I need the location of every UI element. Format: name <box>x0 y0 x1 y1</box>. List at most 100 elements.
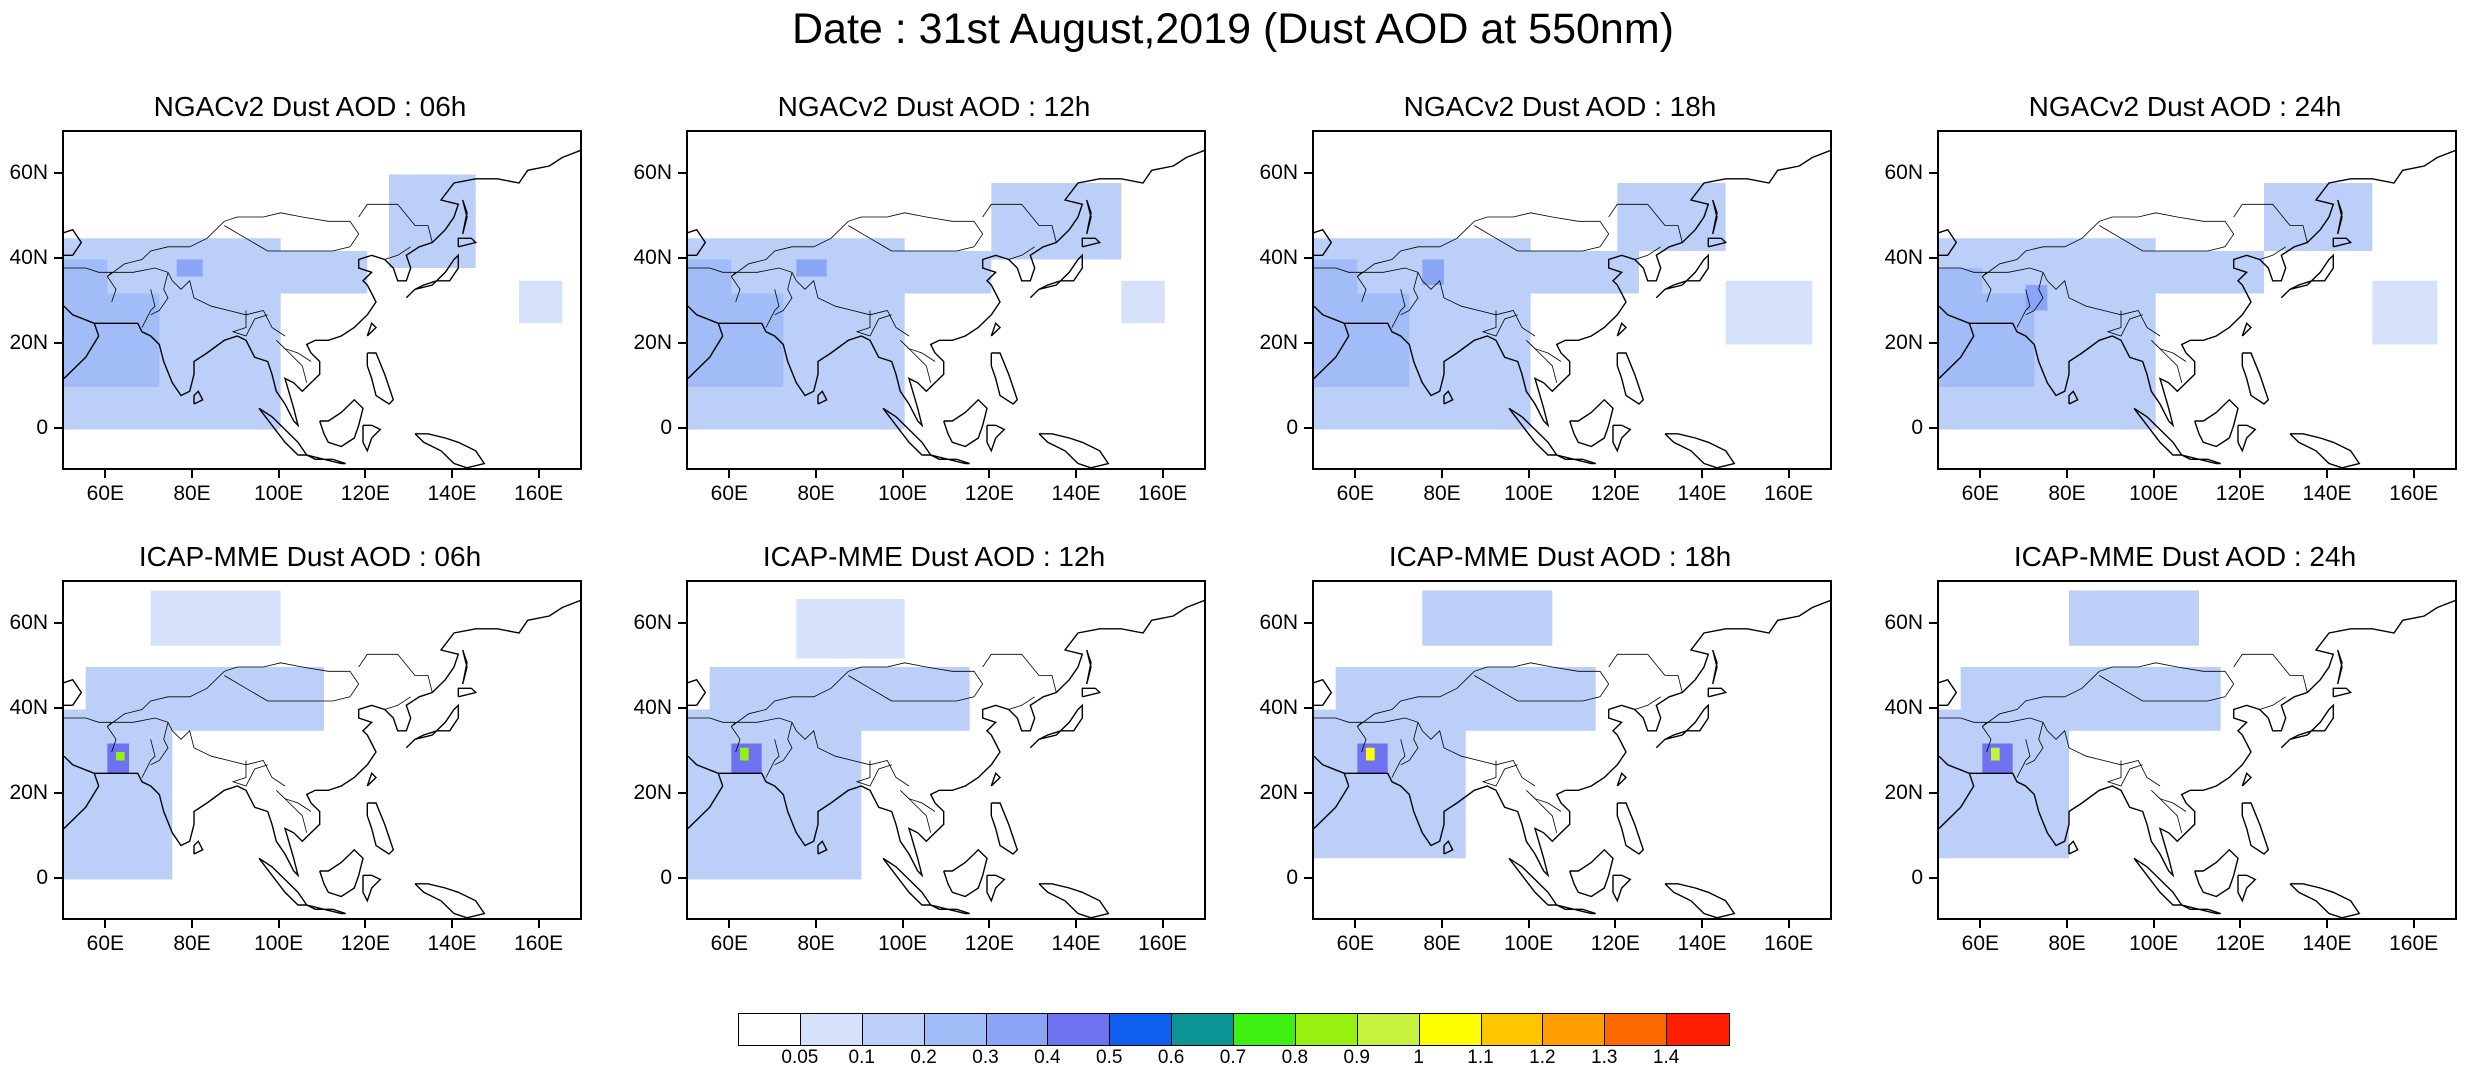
y-tick <box>1304 876 1312 879</box>
country-border <box>107 662 360 727</box>
country-border <box>1939 717 1987 723</box>
map-panel: NGACv2 Dust AOD : 12h 60N 40N 20N 0 60E 80E 100… <box>624 90 1244 530</box>
x-tick <box>451 920 453 928</box>
x-tick <box>1527 470 1530 478</box>
coastline <box>1081 687 1102 698</box>
y-tick <box>1304 791 1312 794</box>
y-tick <box>678 791 686 794</box>
country-border <box>1986 267 2161 337</box>
x-tick-label: 140E <box>1677 482 1727 505</box>
coastline <box>1939 305 1975 380</box>
coastline <box>2337 199 2343 235</box>
dust-aod-cell <box>1121 280 1165 324</box>
x-tick-label: 60E <box>86 482 125 505</box>
x-tick <box>2066 470 2068 478</box>
y-tick-label: 40N <box>1884 695 1923 719</box>
map-frame <box>1937 580 2457 920</box>
panel-title: ICAP-MME Dust AOD : 24h <box>2013 541 2357 572</box>
x-tick <box>1701 470 1703 478</box>
y-tick-label: 20N <box>9 330 48 354</box>
map-plot <box>1314 590 1830 918</box>
coastline <box>2068 390 2079 405</box>
y-tick-label: 40N <box>1884 245 1923 269</box>
x-tick <box>1527 920 1530 928</box>
country-border <box>2106 310 2143 337</box>
country-border <box>2259 246 2286 260</box>
x-tick <box>988 920 991 928</box>
y-tick-label: 20N <box>1259 780 1298 804</box>
panel-title: NGACv2 Dust AOD : 18h <box>1403 91 1717 122</box>
country-border <box>1008 246 1035 260</box>
coastline <box>1616 352 1645 405</box>
country-border <box>730 722 741 753</box>
x-tick <box>104 920 107 928</box>
x-tick <box>2152 920 2155 928</box>
country-border <box>1357 662 1610 727</box>
country-border <box>150 272 169 316</box>
coastline <box>990 352 1019 405</box>
x-tick <box>277 470 280 478</box>
country-border <box>231 310 268 337</box>
coastline <box>986 424 1006 453</box>
coastline <box>1664 433 1736 468</box>
dust-aod-cell <box>1335 667 1596 731</box>
y-tick-label: 0 <box>1286 865 1298 889</box>
coastline <box>2181 454 2221 465</box>
colorbar-swatch <box>1356 1013 1421 1046</box>
coastline <box>1616 802 1645 855</box>
country-border <box>64 267 112 273</box>
x-tick <box>1354 920 1357 928</box>
coastline <box>817 840 828 855</box>
coastline <box>990 802 1019 855</box>
coastline <box>2337 649 2343 685</box>
coastline <box>1939 678 1958 707</box>
x-tick <box>728 470 731 478</box>
panel-title: ICAP-MME Dust AOD : 06h <box>138 541 482 572</box>
country-border <box>2259 696 2286 710</box>
panel-title: ICAP-MME Dust AOD : 12h <box>762 541 1106 572</box>
x-tick-label: 120E <box>340 482 390 505</box>
y-tick-label: 0 <box>1911 415 1923 439</box>
x-tick-label: 100E <box>1504 932 1554 955</box>
coastline <box>1086 649 1092 685</box>
coastline <box>94 599 580 878</box>
y-tick <box>678 621 686 624</box>
x-tick <box>1075 920 1077 928</box>
panel-title: NGACv2 Dust AOD : 12h <box>777 91 1091 122</box>
coastline <box>405 253 459 299</box>
x-tick <box>1701 920 1703 928</box>
coastline <box>306 904 346 915</box>
y-tick <box>54 791 62 794</box>
x-tick <box>1161 920 1164 928</box>
x-tick-label: 160E <box>2389 932 2439 955</box>
dust-aod-cell <box>1617 183 1726 251</box>
country-border <box>730 272 741 303</box>
country-border <box>111 267 286 337</box>
x-tick-label: 160E <box>1138 932 1188 955</box>
y-tick-label: 20N <box>633 780 672 804</box>
country-border <box>688 717 736 723</box>
colorbar-swatch <box>1233 1013 1297 1046</box>
coastline <box>1314 228 1333 257</box>
coastline <box>1712 649 1718 685</box>
country-border <box>1530 344 1558 383</box>
coastline <box>718 599 1204 878</box>
dust-aod-cell <box>2372 280 2438 345</box>
x-tick-label: 60E <box>710 482 749 505</box>
y-tick <box>678 706 686 709</box>
dust-aod-cell <box>389 174 476 268</box>
y-tick <box>54 256 62 259</box>
country-border <box>982 653 1057 693</box>
colorbar-swatch <box>1418 1013 1482 1046</box>
x-tick-label: 100E <box>1504 482 1554 505</box>
country-border <box>1530 794 1558 833</box>
coastline <box>1344 149 1830 428</box>
map-panel: ICAP-MME Dust AOD : 18h 60N 40N 20N 0 60E 80E 1… <box>1250 540 1870 980</box>
coastline <box>462 199 468 235</box>
coastline <box>688 678 707 707</box>
y-tick-label: 60N <box>1259 160 1298 184</box>
dust-aod-cell <box>1991 747 2000 761</box>
y-tick-label: 20N <box>1259 330 1298 354</box>
y-tick-label: 0 <box>36 865 48 889</box>
x-tick <box>104 470 107 478</box>
